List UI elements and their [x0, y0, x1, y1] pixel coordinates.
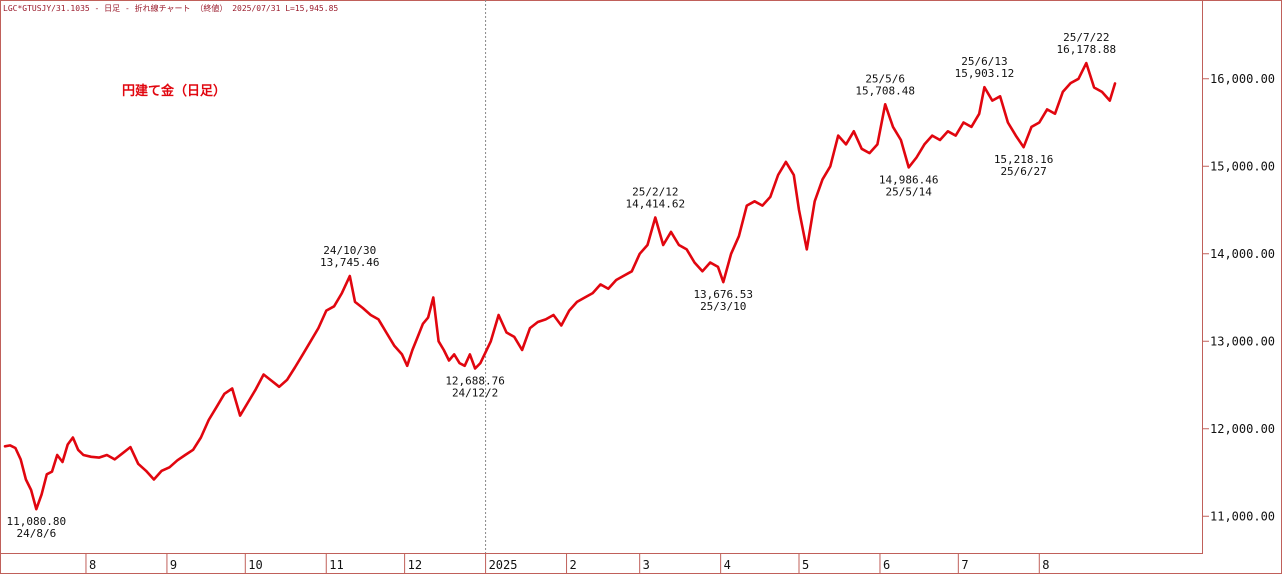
x-tick-label: 7: [961, 558, 968, 572]
series-legend: 円建て金（日足）: [122, 83, 226, 99]
series-line: [3, 61, 1117, 511]
header-price-type: （終値）: [195, 3, 227, 13]
annotation-date: 25/5/6: [865, 72, 905, 85]
x-tick-label: 8: [1042, 558, 1049, 572]
plot-frame: [0, 0, 1203, 554]
x-tick-label: 3: [643, 558, 650, 572]
x-tick-label: 11: [329, 558, 343, 572]
annotation-date: 25/6/27: [1000, 165, 1046, 178]
annotation-date: 24/12/2: [452, 386, 498, 399]
header-interval: 日足: [104, 4, 120, 13]
svg-text:LGC*GTUSJY/31.1035 -: LGC*GTUSJY/31.1035 - 日足 - 折れ線チャート （終値） 2…: [3, 3, 338, 13]
x-tick-label: 10: [248, 558, 262, 572]
annotation-date: 25/5/14: [886, 185, 933, 198]
x-axis: 8 9 10 11 12 2025 2 3 4 5 6 7 8: [85, 553, 1050, 574]
annotation-date: 25/3/10: [700, 300, 746, 313]
annotation: 25/5/615,708.48: [855, 72, 915, 97]
annotation-value: 15,708.48: [855, 84, 915, 97]
header-line: LGC*GTUSJY/31.1035 - 日足 - 折れ線チャート （終値） 2…: [3, 3, 338, 13]
annotation-date: 25/7/22: [1063, 31, 1109, 44]
annotation-value: 16,178.88: [1056, 43, 1116, 56]
x-tick-label: 9: [170, 558, 177, 572]
y-tick-label: 12,000.00: [1210, 422, 1275, 436]
annotation-value: 15,903.12: [955, 67, 1015, 80]
x-tick-label: 5: [802, 558, 809, 572]
annotation-value: 13,676.53: [693, 288, 753, 301]
annotation-value: 14,414.62: [626, 197, 686, 210]
annotation-value: 14,986.46: [879, 173, 939, 186]
annotation-value: 12,688.76: [445, 374, 505, 387]
annotation-value: 11,080.80: [7, 515, 67, 528]
annotation-date: 25/6/13: [961, 55, 1007, 68]
y-tick-label: 16,000.00: [1210, 72, 1275, 86]
x-tick-label: 2: [570, 558, 577, 572]
header-date: 2025/07/31: [232, 4, 280, 13]
x-tick-label: 8: [89, 558, 96, 572]
annotation-value: 13,745.46: [320, 256, 380, 269]
y-tick-label: 13,000.00: [1210, 334, 1275, 348]
y-axis: 11,000.00 12,000.00 13,000.00 14,000.00 15,0…: [1202, 72, 1275, 523]
x-tick-label: 6: [883, 558, 890, 572]
header-symbol: LGC*GTUSJY/31.1035: [3, 4, 90, 13]
annotation-date: 24/10/30: [323, 244, 376, 257]
x-tick-label: 4: [724, 558, 731, 572]
annotation-date: 24/8/6: [16, 527, 56, 540]
annotation-date: 25/2/12: [632, 185, 678, 198]
series-layer: [3, 61, 1117, 511]
y-tick-label: 15,000.00: [1210, 159, 1275, 173]
x-tick-label: 2025: [489, 558, 518, 572]
y-tick-label: 14,000.00: [1210, 247, 1275, 261]
x-tick-label: 12: [408, 558, 422, 572]
header-last-price: L=15,945.85: [285, 4, 338, 13]
y-tick-label: 11,000.00: [1210, 509, 1275, 523]
annotation-value: 15,218.16: [994, 153, 1054, 166]
header-chart-kind: 折れ線チャート: [135, 3, 191, 13]
